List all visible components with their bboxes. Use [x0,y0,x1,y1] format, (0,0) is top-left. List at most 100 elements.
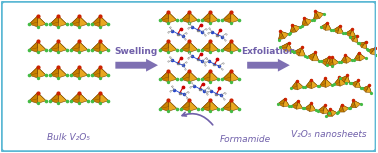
Polygon shape [292,24,301,32]
Polygon shape [201,12,210,23]
Polygon shape [201,100,210,111]
Polygon shape [50,67,58,78]
Polygon shape [297,101,303,108]
Polygon shape [79,67,88,78]
Polygon shape [181,100,189,109]
Polygon shape [160,12,168,20]
Polygon shape [222,12,231,20]
Polygon shape [323,105,329,114]
Polygon shape [338,104,343,112]
Polygon shape [58,67,67,78]
Polygon shape [325,78,332,85]
Polygon shape [58,41,67,50]
Polygon shape [100,41,108,50]
Polygon shape [168,71,177,82]
Polygon shape [359,42,366,45]
Polygon shape [310,103,316,110]
Polygon shape [160,100,168,111]
Polygon shape [315,11,324,15]
Polygon shape [318,105,325,111]
Polygon shape [341,104,349,109]
Polygon shape [359,53,366,61]
Polygon shape [210,100,218,111]
Polygon shape [168,41,177,52]
Polygon shape [283,99,290,107]
Polygon shape [327,109,332,116]
Polygon shape [339,77,346,86]
Polygon shape [29,93,37,103]
Text: Swelling: Swelling [115,47,158,56]
Polygon shape [321,57,329,62]
Polygon shape [366,85,371,93]
Polygon shape [91,93,100,101]
Polygon shape [302,18,308,26]
Polygon shape [359,42,366,48]
Polygon shape [91,41,100,52]
Polygon shape [339,77,346,83]
Polygon shape [338,26,344,34]
Polygon shape [181,71,189,82]
Polygon shape [29,41,37,50]
Polygon shape [280,43,288,48]
Polygon shape [100,93,108,103]
Text: Exfoliation: Exfoliation [241,47,295,56]
Polygon shape [189,100,198,111]
Text: Formamide: Formamide [219,135,271,144]
Polygon shape [91,16,100,24]
Polygon shape [302,18,306,26]
Polygon shape [100,16,108,27]
Polygon shape [231,41,239,50]
Polygon shape [231,12,239,20]
Polygon shape [311,80,318,89]
Polygon shape [222,41,231,50]
Polygon shape [91,16,100,27]
Polygon shape [314,52,319,61]
Polygon shape [100,93,108,101]
Polygon shape [300,47,305,56]
Polygon shape [353,100,361,104]
Polygon shape [71,41,79,52]
Polygon shape [327,109,331,116]
Polygon shape [79,41,88,50]
Polygon shape [71,41,79,50]
Polygon shape [325,78,332,87]
Polygon shape [50,93,58,101]
Polygon shape [222,41,231,50]
Polygon shape [181,12,189,23]
Polygon shape [210,41,218,52]
Polygon shape [279,31,283,40]
Polygon shape [222,100,231,109]
Polygon shape [37,93,46,103]
Polygon shape [278,99,285,104]
Polygon shape [359,53,366,58]
Polygon shape [50,41,58,52]
Polygon shape [160,71,168,79]
Polygon shape [315,11,324,19]
Polygon shape [324,105,329,113]
Polygon shape [368,48,375,51]
Polygon shape [368,48,375,51]
Polygon shape [222,100,231,109]
Polygon shape [79,16,88,24]
Polygon shape [50,16,58,24]
Polygon shape [115,59,158,72]
Polygon shape [363,42,367,49]
Polygon shape [71,16,79,24]
Polygon shape [280,31,289,39]
Polygon shape [201,100,210,109]
Polygon shape [305,80,312,89]
Polygon shape [312,52,319,61]
Polygon shape [79,93,88,103]
Polygon shape [285,43,292,51]
Polygon shape [340,75,347,79]
Polygon shape [29,16,37,24]
Polygon shape [362,85,369,92]
Polygon shape [340,75,347,82]
Polygon shape [168,12,177,20]
Polygon shape [333,26,340,34]
Polygon shape [222,100,231,111]
Polygon shape [231,100,239,111]
Polygon shape [310,103,316,112]
Polygon shape [318,105,325,111]
Polygon shape [278,99,285,107]
